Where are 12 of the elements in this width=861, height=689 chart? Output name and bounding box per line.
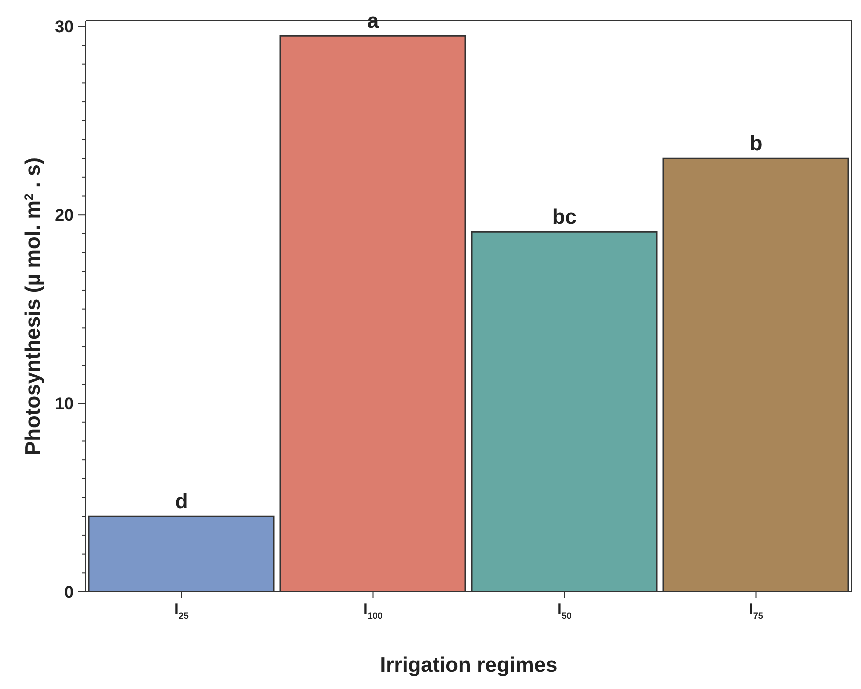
annotation: bc <box>552 206 578 230</box>
x-tick-label: I$_{75}$ <box>749 601 764 621</box>
y-tick-label: 0 <box>64 583 74 602</box>
annotation: b <box>750 132 763 156</box>
y-tick-label: 20 <box>55 206 74 226</box>
x-axis-title: Irrigation regimes <box>380 654 558 677</box>
x-tick-label: I$_{25}$ <box>174 601 189 621</box>
x-tick-label: I$_{50}$ <box>558 601 572 621</box>
y-tick-label: 10 <box>55 394 74 414</box>
x-tick-label: I$_{100}$ <box>364 601 383 621</box>
annotation: d <box>175 490 188 514</box>
y-tick-label: 30 <box>55 18 74 37</box>
